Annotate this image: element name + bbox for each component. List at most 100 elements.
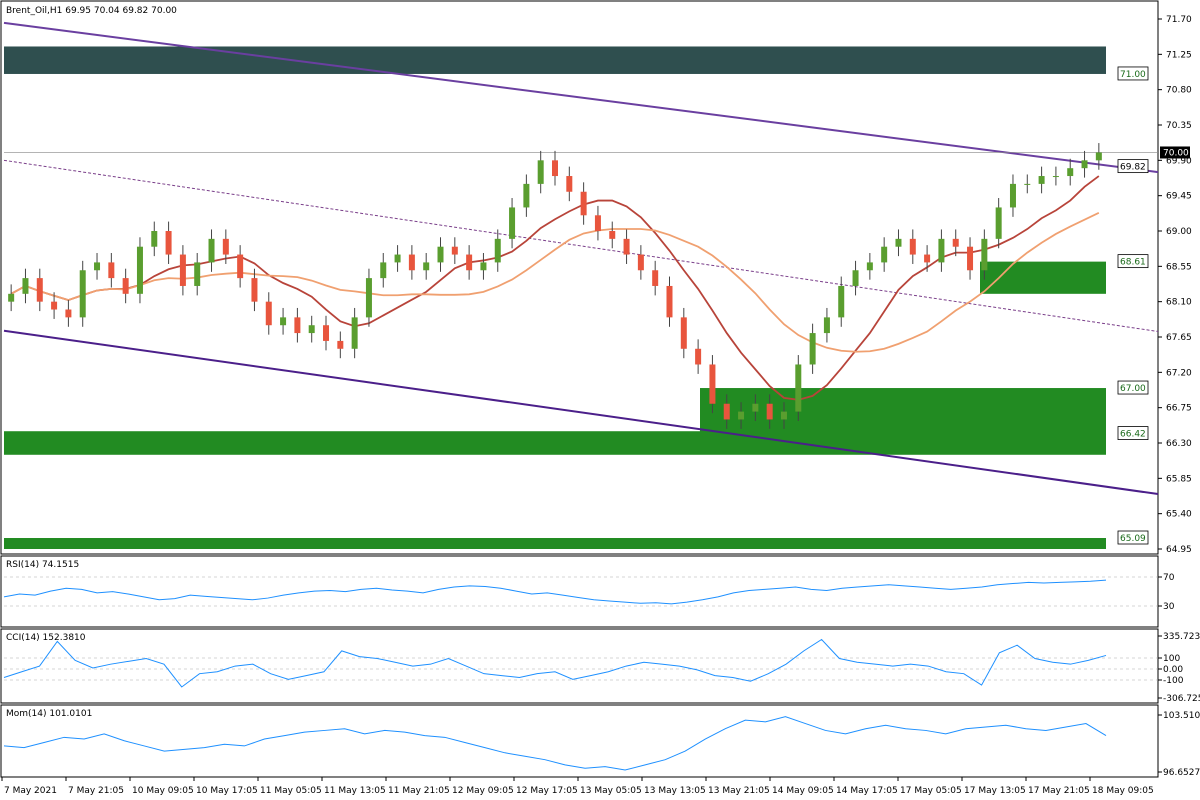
indicator-tick-label: 0.00 <box>1163 665 1183 675</box>
indicator-tick-label: -100 <box>1163 676 1184 686</box>
channel-upper-line <box>3 21 1159 174</box>
level-label-box <box>1117 66 1149 81</box>
candle-body <box>866 262 873 271</box>
time-tick-label: 13 May 21:05 <box>708 786 770 796</box>
price-tick-label: 68.55 <box>1166 262 1192 272</box>
time-tick-label: 7 May 21:05 <box>68 786 124 796</box>
symbol-header: Brent_Oil,H1 69.95 70.04 69.82 70.00 <box>6 6 177 16</box>
candle-body <box>967 246 974 271</box>
moving-averages <box>10 175 1100 401</box>
candle-body <box>838 285 845 318</box>
candle-body <box>780 411 787 420</box>
candle-body <box>637 254 644 271</box>
indicator-line <box>3 579 1107 605</box>
time-tick-label: 17 May 05:05 <box>900 786 962 796</box>
candle-body <box>981 238 988 271</box>
level-label-box <box>1117 380 1149 395</box>
price-zone <box>4 46 1106 74</box>
candle-body <box>881 246 888 263</box>
candle-body <box>365 278 372 318</box>
candle-body <box>94 262 101 271</box>
candle-body <box>222 238 229 255</box>
indicator-tick-label: 96.6527 <box>1163 768 1200 778</box>
level-label: 68.61 <box>1120 258 1146 268</box>
indicator-tick-label: 30 <box>1163 602 1175 612</box>
price-zone <box>4 538 1106 549</box>
candle-body <box>1095 152 1102 161</box>
candle-body <box>738 411 745 420</box>
candle-body <box>795 364 802 412</box>
moving-average-line <box>10 175 1100 401</box>
candle-body <box>1067 168 1074 177</box>
indicator-line <box>3 638 1107 688</box>
candle-body <box>108 262 115 279</box>
candle-body <box>165 231 172 255</box>
indicator-tick-label: -306.725 <box>1163 694 1200 704</box>
price-tick-label: 67.65 <box>1166 333 1192 343</box>
candle-body <box>580 191 587 216</box>
candle-body <box>408 254 415 271</box>
price-axis: 71.70 71.25 70.80 70.35 69.90 69.45 69.00 68.55… <box>1158 15 1192 555</box>
candle-body <box>537 160 544 184</box>
time-tick-label: 7 May 2021 <box>4 786 57 796</box>
time-axis: 7 May 2021 7 May 21:05 10 May 09:05 10 May … <box>1 777 1154 796</box>
price-zone <box>700 388 1106 434</box>
level-label: 66.42 <box>1120 430 1146 440</box>
candle-body <box>752 403 759 412</box>
time-tick-label: 11 May 21:05 <box>388 786 450 796</box>
candle-body <box>666 285 673 318</box>
price-tick-label: 71.25 <box>1166 50 1192 60</box>
indicator-label: CCI(14) 152.3810 <box>6 633 86 643</box>
time-tick-label: 18 May 09:05 <box>1092 786 1154 796</box>
candle-body <box>909 238 916 255</box>
price-tick-label: 70.35 <box>1166 121 1192 131</box>
candle-body <box>680 317 687 349</box>
rsi-panel-frame <box>0 555 1159 628</box>
candle-body <box>566 176 573 192</box>
candle-body <box>466 254 473 271</box>
candle-body <box>995 207 1002 239</box>
channel-mid-line <box>3 159 1159 332</box>
current-price-tag <box>1160 146 1190 159</box>
candle-body <box>308 325 315 334</box>
price-zone <box>4 431 1106 455</box>
candle-body <box>938 238 945 263</box>
level-label: 67.00 <box>1120 384 1146 394</box>
price-tick-label: 66.75 <box>1166 404 1192 414</box>
level-labels: 71.00 69.82 68.61 67.00 66.42 65.09 70.00 <box>1117 66 1190 545</box>
price-tick-label: 67.20 <box>1166 368 1192 378</box>
level-label-box <box>1117 426 1149 440</box>
time-tick-label: 10 May 09:05 <box>132 786 194 796</box>
price-tick-label: 64.95 <box>1166 545 1192 555</box>
candle-body <box>237 254 244 279</box>
candle-body <box>265 301 272 326</box>
candle-body <box>1081 160 1088 169</box>
candle-body <box>8 293 15 302</box>
main-panel-frame <box>0 0 1159 555</box>
price-tick-label: 69.00 <box>1166 227 1192 237</box>
candle-body <box>380 262 387 279</box>
candle-body <box>509 207 516 239</box>
level-label: 69.82 <box>1120 163 1146 173</box>
candle-body <box>480 262 487 271</box>
candle-body <box>552 160 558 177</box>
indicator-label: RSI(14) 74.1515 <box>6 560 79 570</box>
time-tick-label: 14 May 17:05 <box>836 786 898 796</box>
candle-body <box>623 238 630 255</box>
channel-lines <box>3 21 1159 496</box>
candle-body <box>323 325 330 341</box>
candle-body <box>251 278 258 302</box>
price-tick-label: 71.70 <box>1166 15 1192 25</box>
candle-body <box>494 238 501 263</box>
level-label: 71.00 <box>1120 70 1146 80</box>
indicator-line <box>3 716 1107 771</box>
candle-body <box>437 246 444 263</box>
time-tick-label: 11 May 13:05 <box>324 786 386 796</box>
indicator-label: Mom(14) 101.0101 <box>6 709 92 719</box>
price-tick-label: 65.85 <box>1166 474 1192 484</box>
time-tick-label: 11 May 05:05 <box>260 786 322 796</box>
indicators: RSI(14) 74.1515 70 30 CCI(14) 152.3810 335.7… <box>3 560 1200 778</box>
candles <box>8 143 1102 429</box>
candle-body <box>1024 183 1031 185</box>
